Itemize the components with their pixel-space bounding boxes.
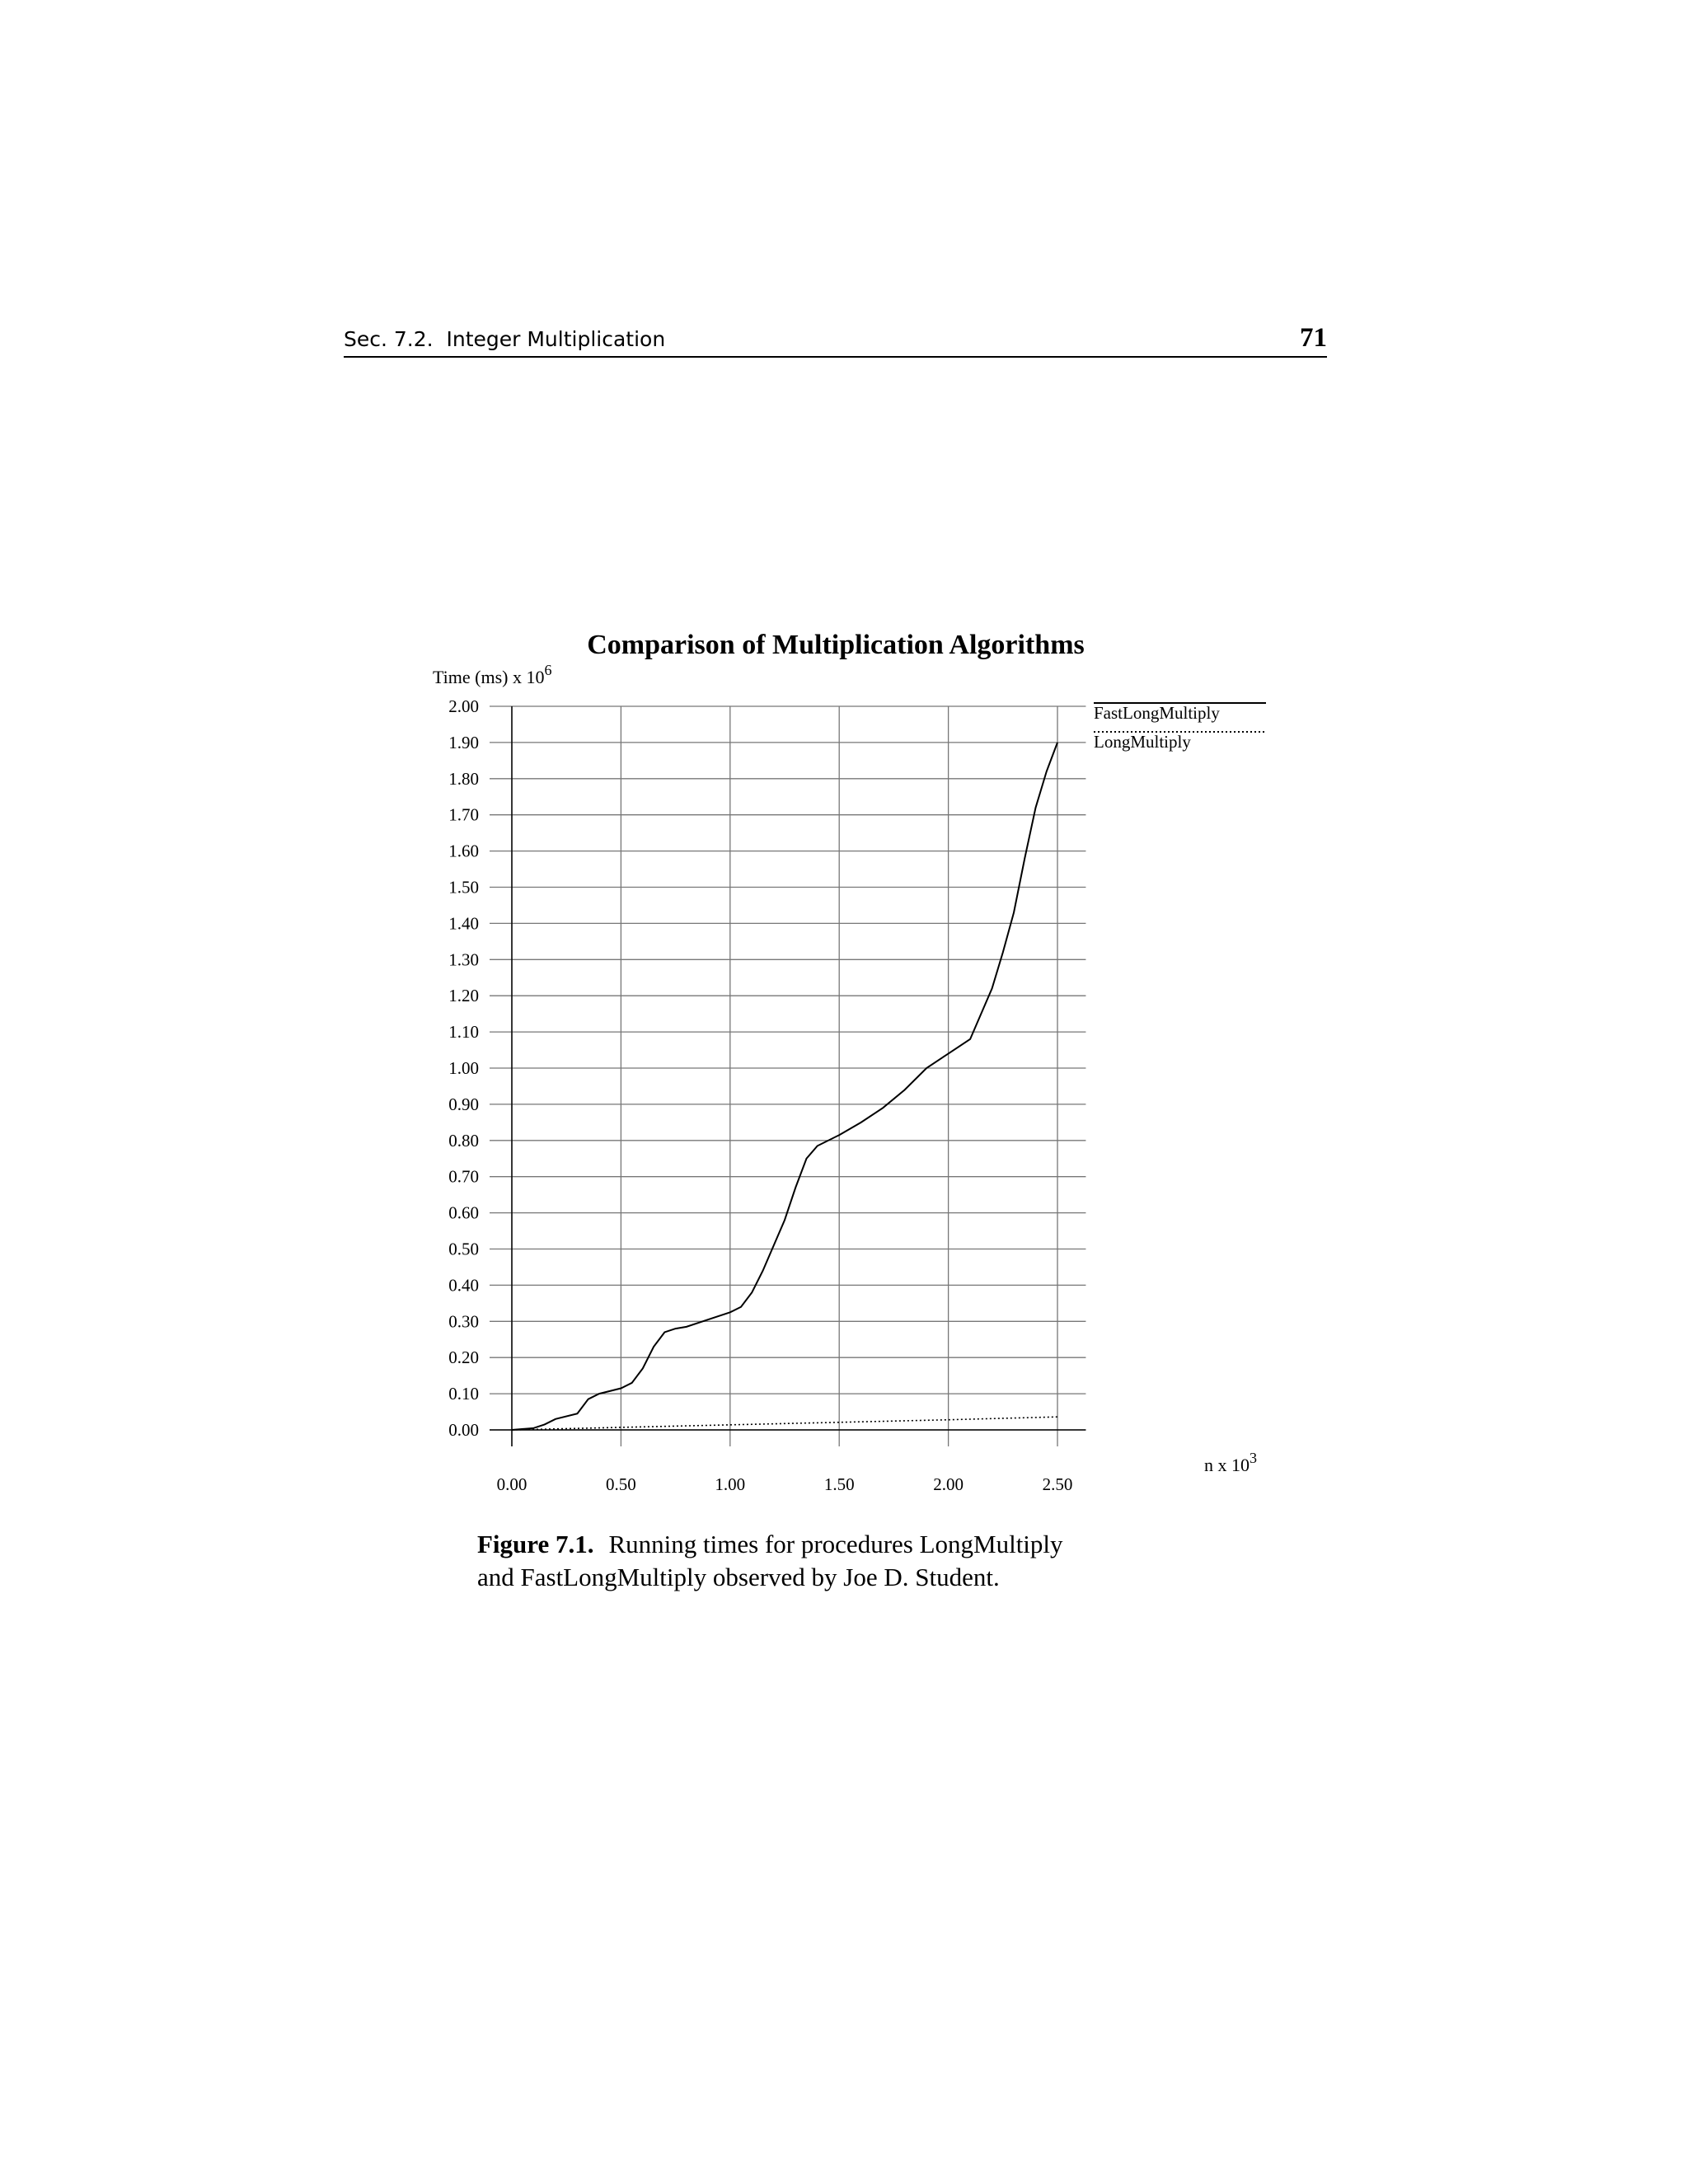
y-tick-label: 0.80: [448, 1131, 479, 1151]
x-tick-label: 0.50: [606, 1474, 636, 1494]
y-tick-label: 1.80: [448, 769, 479, 789]
x-tick-label: 1.00: [715, 1474, 745, 1494]
x-label-exponent: 3: [1250, 1450, 1257, 1466]
x-label-text: n x 10: [1204, 1455, 1250, 1475]
y-tick-label: 1.40: [448, 913, 479, 933]
y-label-text: Time (ms) x 10: [433, 667, 544, 687]
y-tick-label: 0.60: [448, 1203, 479, 1223]
legend-label: LongMultiply: [1094, 732, 1191, 752]
y-tick-label: 0.40: [448, 1275, 479, 1295]
y-tick-label: 2.00: [448, 696, 479, 716]
y-tick-label: 0.50: [448, 1240, 479, 1259]
caption-label: Figure 7.1.: [477, 1530, 594, 1558]
x-axis-label: n x 103: [1204, 1450, 1257, 1475]
y-tick-label: 0.30: [448, 1311, 479, 1331]
y-tick-label: 1.70: [448, 805, 479, 825]
chart-title: Comparison of Multiplication Algorithms: [587, 630, 1085, 660]
y-tick-label: 1.90: [448, 733, 479, 752]
y-axis-label: Time (ms) x 106: [433, 662, 551, 687]
x-tick-label: 0.00: [497, 1474, 528, 1494]
y-tick-label: 1.50: [448, 878, 479, 898]
y-label-exponent: 6: [544, 662, 551, 678]
y-tick-label: 1.20: [448, 986, 479, 1005]
y-tick-label: 0.00: [448, 1420, 479, 1440]
y-tick-label: 1.30: [448, 949, 479, 969]
x-tick-label: 2.50: [1043, 1474, 1073, 1494]
caption-text: Running times for procedures LongMultipl…: [609, 1530, 1064, 1558]
y-tick-label: 0.20: [448, 1347, 479, 1367]
y-tick-label: 0.90: [448, 1094, 479, 1114]
series-line: [511, 1416, 1058, 1431]
y-tick-label: 1.60: [448, 841, 479, 861]
series-line: [511, 742, 1058, 1431]
y-tick-label: 1.10: [448, 1022, 479, 1042]
y-tick-label: 0.70: [448, 1167, 479, 1187]
x-tick-label: 1.50: [824, 1474, 855, 1494]
caption: Figure 7.1. Running times for procedures …: [477, 1530, 1063, 1558]
legend-label: FastLongMultiply: [1094, 703, 1220, 723]
y-tick-label: 1.00: [448, 1058, 479, 1078]
y-tick-label: 0.10: [448, 1384, 479, 1404]
caption-line2: and FastLongMultiply observed by Joe D. …: [477, 1563, 1000, 1591]
x-tick-label: 2.00: [933, 1474, 964, 1494]
page-number: 71: [1300, 323, 1327, 353]
running-header: Sec. 7.2. Integer Multiplication: [344, 327, 665, 351]
